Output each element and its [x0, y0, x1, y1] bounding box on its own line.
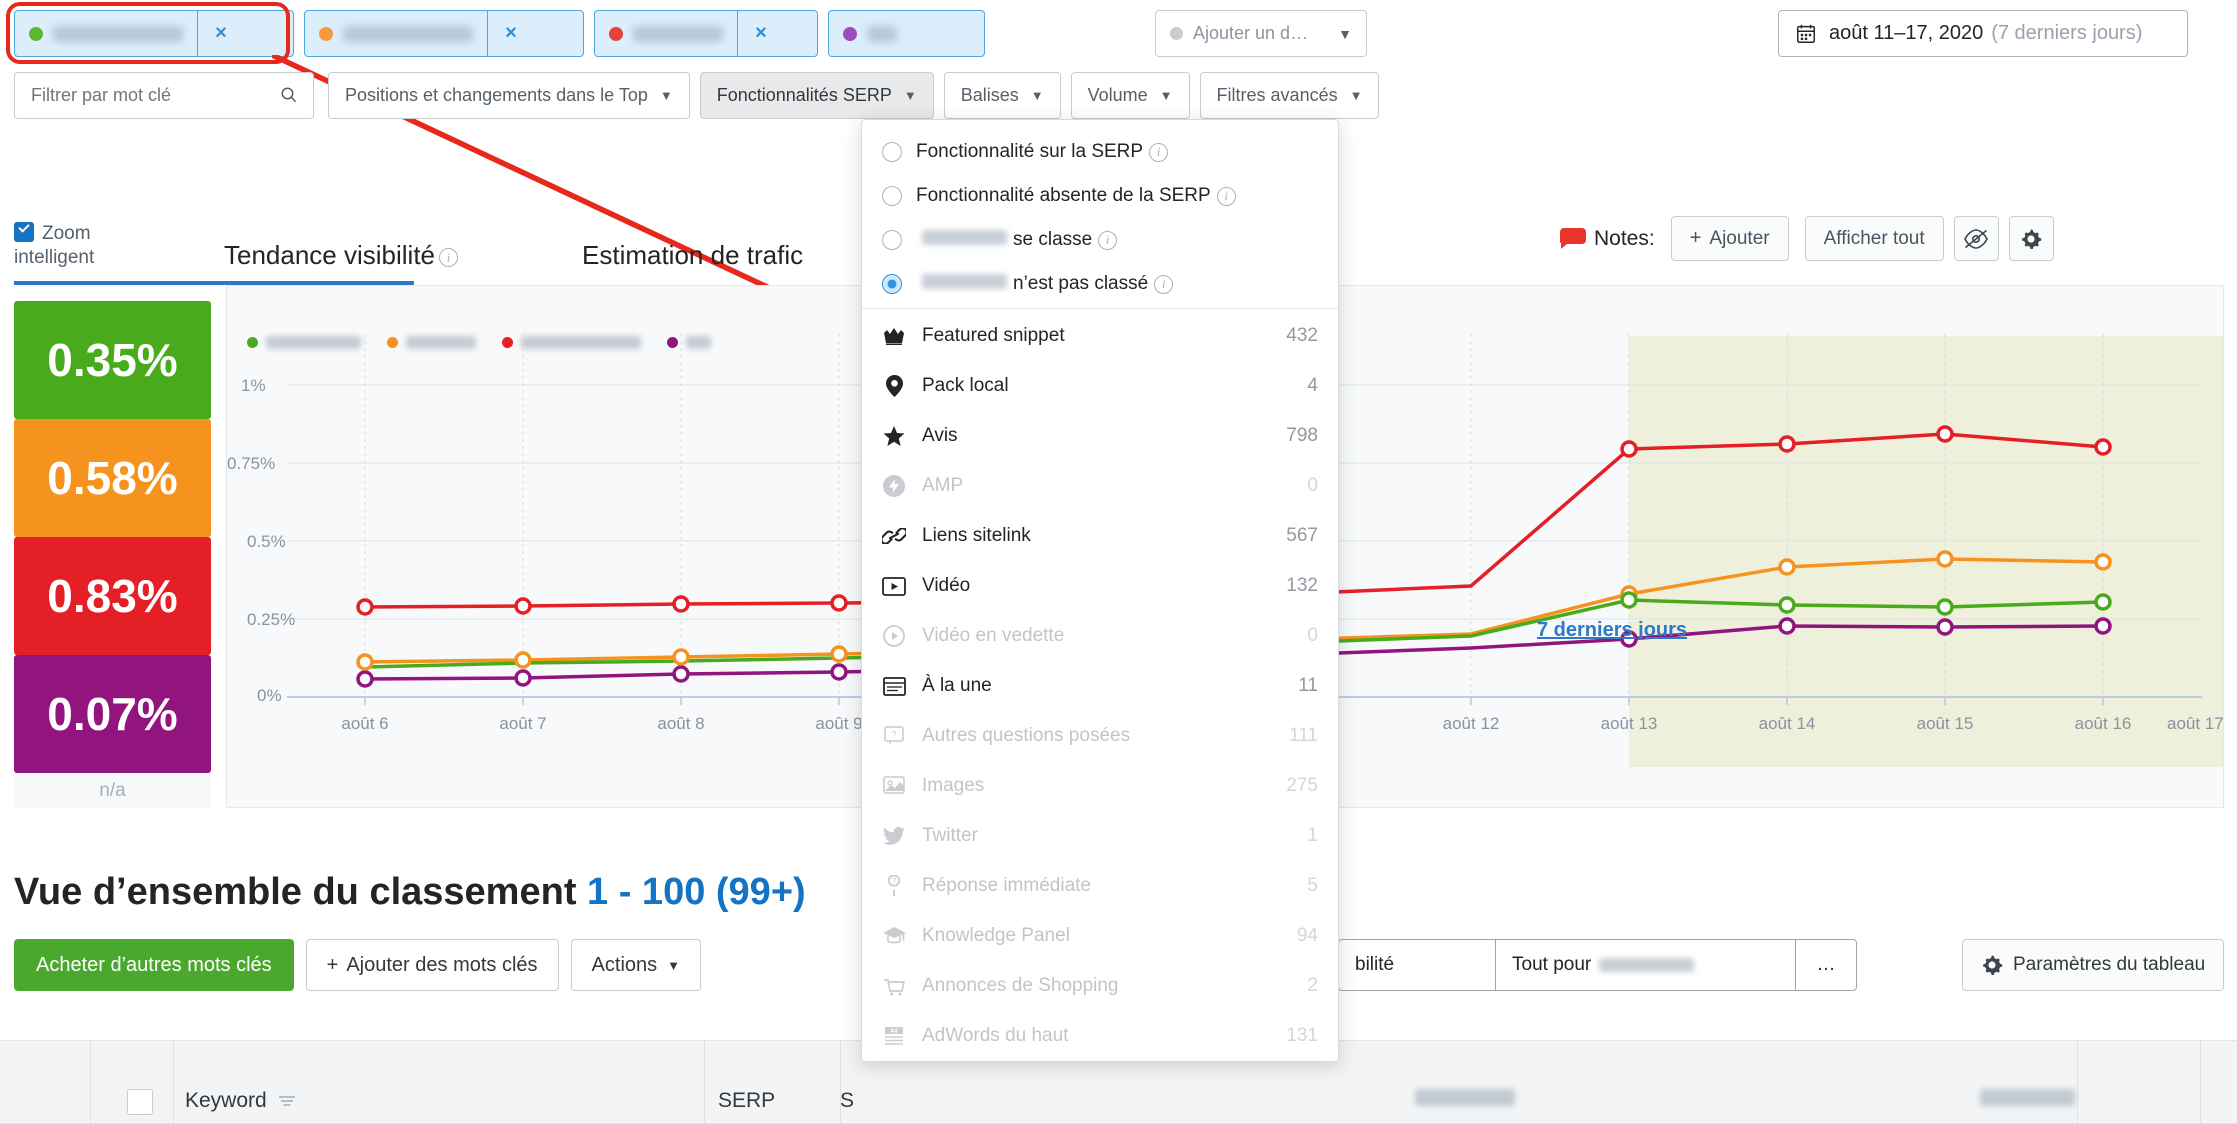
svg-text:?: ?: [892, 877, 897, 886]
svg-text:?: ?: [891, 730, 896, 740]
svg-text:Ad: Ad: [890, 1029, 897, 1035]
